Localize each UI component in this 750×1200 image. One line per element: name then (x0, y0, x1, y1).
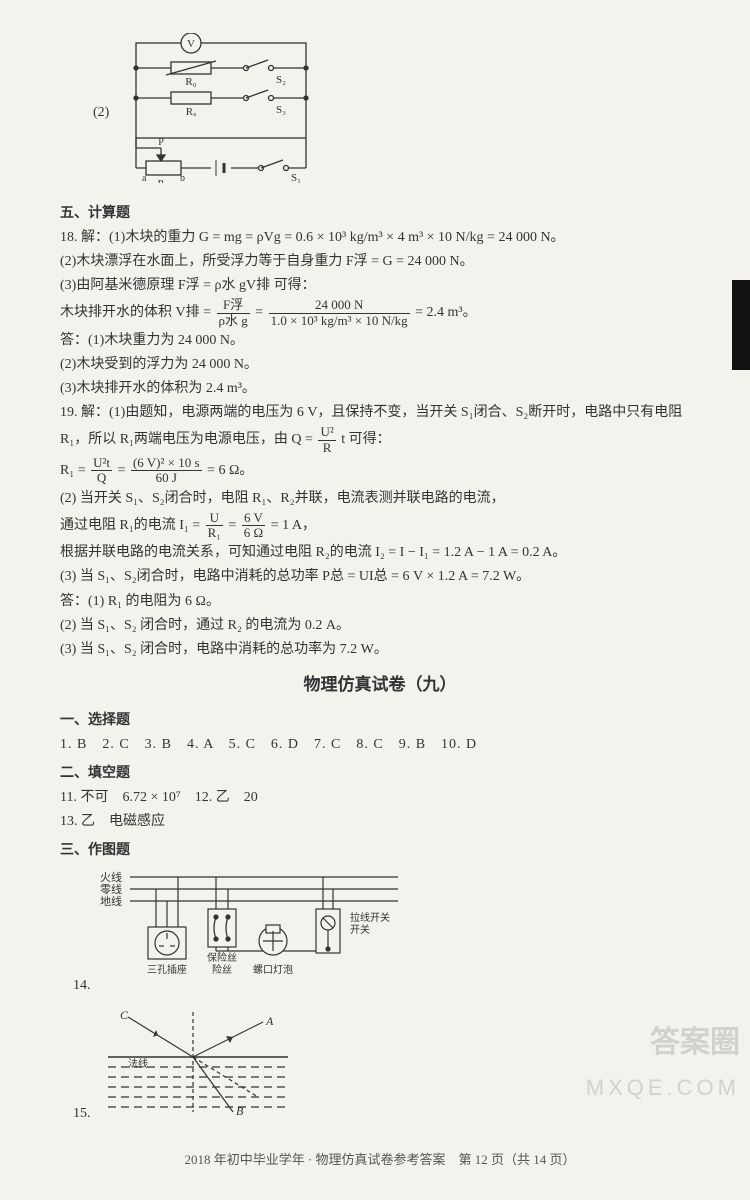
section-3-title: 三、作图题 (60, 839, 700, 862)
svg-text:R₀: R₀ (186, 76, 197, 88)
q18-line2: (2)木块漂浮在水面上，所受浮力等于自身重力 F浮 = G = 24 000 N… (60, 250, 700, 273)
svg-text:零线: 零线 (100, 882, 122, 896)
q18-line1: 18. 解：(1)木块的重力 G = mg = ρVg = 0.6 × 10³ … (60, 226, 700, 249)
svg-text:A: A (265, 1014, 274, 1028)
svg-text:螺口灯泡: 螺口灯泡 (253, 963, 293, 976)
q18-line3: (3)由阿基米德原理 F浮 = ρ水 gV排 可得： (60, 274, 700, 297)
svg-text:法线: 法线 (128, 1057, 148, 1070)
q18-l4a: 木块排开水的体积 V排 = (60, 305, 215, 320)
q14-diagram: 14. 火线 零线 地线 (70, 866, 700, 1000)
svg-text:险丝: 险丝 (212, 963, 232, 976)
watermark-logo: 答案圈 (650, 1017, 740, 1061)
page-content: (2) V R₀ S₂ (0, 0, 750, 1200)
svg-text:C: C (120, 1008, 129, 1022)
q19-line5: 通过电阻 R₁的电流 I₁ = UR₁ = 6 V6 Ω = 1 A， (60, 511, 700, 541)
q19-line7: (3) 当 S₁、S₂闭合时，电路中消耗的总功率 P总 = UI总 = 6 V … (60, 565, 700, 588)
mc-answers: 1. B 2. C 3. B 4. A 5. C 6. D 7. C 8. C … (60, 733, 700, 756)
svg-text:开关: 开关 (350, 923, 370, 936)
svg-text:a: a (142, 173, 147, 183)
circuit-label: (2) (92, 32, 113, 192)
scan-edge (732, 280, 750, 370)
q15-number: 15. (72, 1006, 95, 1126)
q18-ans2: (2)木块受到的浮力为 24 000 N。 (60, 353, 700, 376)
page-footer: 2018 年初中毕业学年 · 物理仿真试卷参考答案 第 12 页（共 14 页） (60, 1149, 700, 1170)
svg-text:地线: 地线 (100, 894, 122, 908)
svg-text:保险丝: 保险丝 (207, 951, 237, 964)
svg-text:S₃: S₃ (276, 104, 286, 116)
svg-text:Rₓ: Rₓ (186, 106, 197, 118)
section-1-title: 一、选择题 (60, 709, 700, 732)
svg-text:V: V (187, 38, 195, 50)
q19-line1: 19. 解：(1)由题知，电源两端的电压为 6 V，且保持不变，当开关 S₁闭合… (60, 401, 700, 424)
svg-text:P: P (159, 137, 165, 148)
section-2-title: 二、填空题 (60, 762, 700, 785)
q18-line4: 木块排开水的体积 V排 = F浮ρ水 g = 24 000 N1.0 × 10³… (60, 298, 700, 328)
q15-diagram: 15. C (70, 1004, 700, 1128)
svg-text:火线: 火线 (100, 870, 122, 884)
watermark-url: MXQE.COM (586, 1075, 740, 1101)
svg-text:拉线开关: 拉线开关 (350, 911, 390, 924)
q19-line2: R₁，所以 R₁两端电压为电源电压，由 Q = U²R t 可得： (60, 425, 700, 455)
svg-text:S₂: S₂ (276, 74, 286, 86)
q18-ans1: 答：(1)木块重力为 24 000 N。 (60, 329, 700, 352)
fill-11-12: 11. 不可 6.72 × 10⁷ 12. 乙 20 (60, 786, 700, 809)
q19-line6: 根据并联电路的电流关系，可知通过电阻 R₂的电流 I₂ = I − I₁ = 1… (60, 541, 700, 564)
circuit-diagram-2: (2) V R₀ S₂ (90, 30, 700, 194)
q18-ans3: (3)木块排开水的体积为 2.4 m³。 (60, 377, 700, 400)
fill-13: 13. 乙 电磁感应 (60, 810, 700, 833)
svg-text:三孔插座: 三孔插座 (147, 963, 187, 976)
paper9-title: 物理仿真试卷（九） (60, 671, 700, 699)
q19-ans2: (2) 当 S₁、S₂ 闭合时，通过 R₂ 的电流为 0.2 A。 (60, 614, 700, 637)
svg-text:S₁: S₁ (291, 172, 301, 183)
q19-ans3: (3) 当 S₁、S₂ 闭合时，电路中消耗的总功率为 7.2 W。 (60, 638, 700, 661)
q19-ans1: 答：(1) R₁ 的电阻为 6 Ω。 (60, 590, 700, 613)
svg-text:b: b (180, 173, 185, 183)
svg-text:R: R (158, 179, 165, 183)
section-5-title: 五、计算题 (60, 202, 700, 225)
q19-line4: (2) 当开关 S₁、S₂闭合时，电阻 R₁、R₂并联，电流表测并联电路的电流， (60, 487, 700, 510)
q14-number: 14. (72, 868, 95, 998)
q19-line3: R₁ = U²tQ = (6 V)² × 10 s60 J = 6 Ω。 (60, 456, 700, 486)
